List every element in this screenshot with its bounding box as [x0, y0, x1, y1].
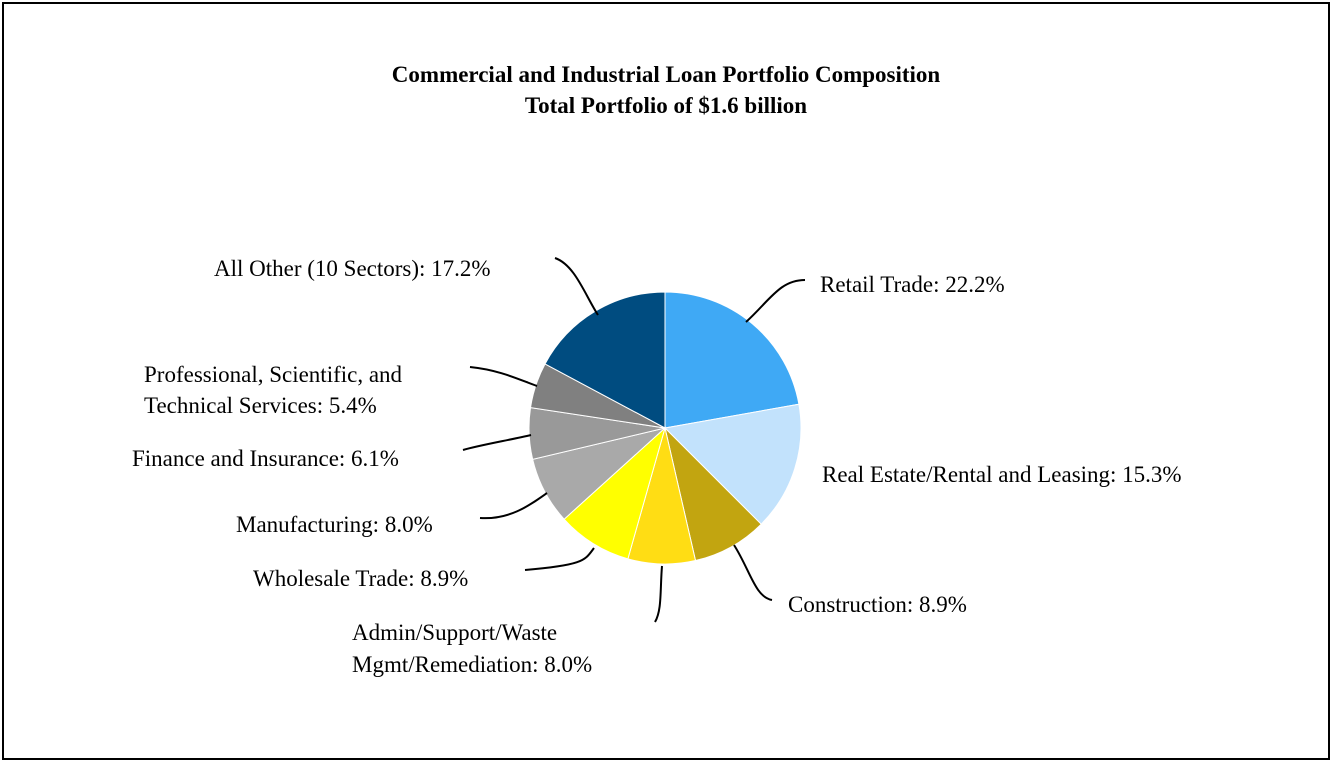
slice-label: Construction: 8.9%: [788, 592, 967, 617]
leader-line: [462, 434, 532, 451]
slice-label-line: Technical Services: 5.4%: [144, 393, 377, 418]
chart-subtitle: Total Portfolio of $1.6 billion: [524, 93, 808, 118]
leader-line: [479, 492, 548, 520]
slice-label-line: All Other (10 Sectors): 17.2%: [214, 256, 491, 281]
slice-label: Admin/Support/Waste Mgmt/Remediation: 8.0…: [352, 620, 592, 677]
slice-label-line: Wholesale Trade: 8.9%: [253, 566, 468, 591]
leader-line: [733, 544, 773, 601]
slice-label-line: Real Estate/Rental and Leasing: 15.3%: [822, 462, 1182, 487]
slice-label: Retail Trade: 22.2%: [820, 272, 1005, 297]
slice-label: Manufacturing: 8.0%: [236, 512, 433, 537]
leader-line: [469, 366, 538, 387]
slice-label-line: Mgmt/Remediation: 8.0%: [352, 652, 592, 677]
slice-label-line: Retail Trade: 22.2%: [820, 272, 1005, 297]
pie-slice-retail-trade: [664, 291, 800, 429]
chart-title: Commercial and Industrial Loan Portfolio…: [391, 62, 941, 87]
slice-label: Wholesale Trade: 8.9%: [253, 566, 468, 591]
slice-label-line: Admin/Support/Waste: [352, 620, 557, 645]
leader-line: [524, 547, 595, 571]
slice-label-line: Construction: 8.9%: [788, 592, 967, 617]
leader-line: [654, 565, 663, 623]
slice-label: Professional, Scientific, and Technical S…: [144, 362, 403, 418]
slice-label-line: Manufacturing: 8.0%: [236, 512, 433, 537]
pie-slice-real-estate-rental-and-leasing: [663, 403, 802, 525]
slice-label-line: Finance and Insurance: 6.1%: [132, 446, 399, 471]
slice-label: Finance and Insurance: 6.1%: [132, 446, 399, 471]
leader-line: [554, 257, 599, 316]
slice-label: All Other (10 Sectors): 17.2%: [214, 256, 491, 281]
slice-label-line: Professional, Scientific, and: [144, 362, 403, 387]
slice-label: Real Estate/Rental and Leasing: 15.3%: [822, 462, 1182, 487]
leader-line: [745, 279, 806, 323]
